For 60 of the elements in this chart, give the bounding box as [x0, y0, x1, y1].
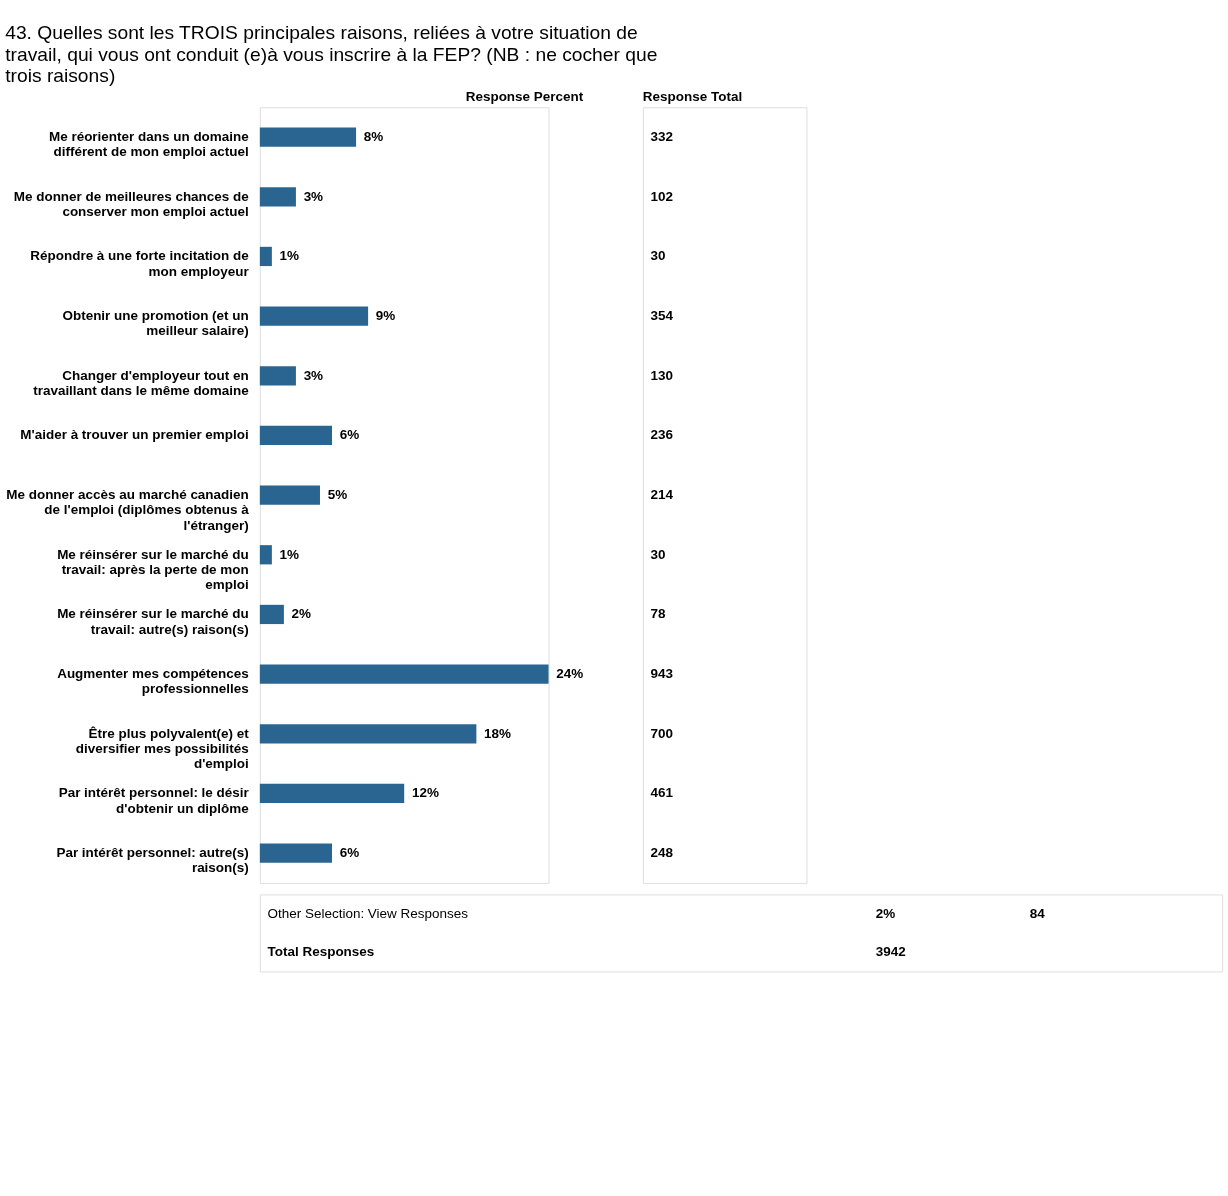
y-tick-label: Par intérêt personnel: le désir d'obtenir un diplôme: [58, 785, 250, 816]
bar: [259, 306, 369, 326]
data-label: 24%: [556, 665, 584, 681]
text: 236: [650, 427, 674, 443]
text: 78: [650, 606, 667, 622]
data-label: 2%: [291, 606, 312, 622]
text: 102: [650, 188, 674, 204]
y-tick-label: Me donner de meilleures chances de conserver mon emploi actuel: [13, 188, 250, 220]
chart-title: 43. Quelles sont les TROIS principales raisons, reliées à votre situation de travail, qui vous ont conduit (e)à vous inscrire à la FEP? (NB : ne cocher que trois raisons): [5, 22, 658, 86]
text: 332: [650, 128, 674, 144]
text: 248: [650, 844, 674, 860]
y-tick-label: Par intérêt personnel: autre(s) raison(s): [56, 844, 249, 876]
text: 2%: [875, 905, 896, 921]
text: 943: [650, 665, 674, 681]
y-tick-label: Me réorienter dans un domaine différent de mon emploi actuel: [48, 128, 250, 160]
data-label: 18%: [484, 725, 512, 741]
text: Total Responses: [267, 944, 375, 960]
bar: [259, 664, 549, 684]
bar: [259, 366, 296, 386]
y-tick-label: Augmenter mes compétences professionnelles: [57, 665, 249, 697]
bar: [259, 425, 333, 446]
bar: [259, 604, 284, 625]
text: 700: [650, 725, 674, 741]
text: 30: [650, 248, 666, 264]
y-tick-label: Obtenir une promotion (et un meilleur salaire): [62, 307, 249, 339]
bar: [259, 246, 272, 267]
text: 130: [650, 367, 674, 383]
data-label: 3%: [303, 367, 324, 383]
data-label: 12%: [411, 785, 439, 801]
text: 354: [650, 307, 674, 323]
text: 84: [1029, 905, 1046, 921]
bar: [259, 783, 405, 804]
text: Response Percent: [465, 88, 584, 104]
data-label: 6%: [339, 844, 360, 860]
text: Response Total: [642, 88, 743, 104]
bar: [259, 724, 477, 744]
y-tick-label: Me réinsérer sur le marché du travail: autre(s) raison(s): [57, 606, 249, 637]
bar: [259, 843, 333, 863]
data-label: 5%: [327, 486, 348, 502]
y-tick-label: M'aider à trouver un premier emploi: [20, 427, 249, 443]
data-label: 8%: [363, 128, 384, 144]
text: Other Selection: View Responses: [267, 905, 469, 921]
y-tick-label: Me donner accès au marché canadien de l'emploi (diplômes obtenus à l'étranger): [6, 486, 250, 533]
y-tick-label: Être plus polyvalent(e) et diversifier mes possibilités d'emploi: [75, 725, 250, 772]
text: 3942: [875, 944, 906, 960]
bar: [259, 187, 296, 207]
bar: [259, 545, 272, 565]
data-label: 6%: [339, 427, 360, 443]
text: 30: [650, 546, 666, 562]
bar: [259, 127, 357, 147]
y-tick-label: Me réinsérer sur le marché du travail: après la perte de mon emploi: [57, 546, 249, 593]
bar: [259, 485, 320, 505]
data-label: 9%: [375, 307, 396, 323]
text: 461: [650, 785, 674, 801]
y-tick-label: Changer d'employeur tout en travaillant dans le même domaine: [33, 367, 250, 399]
text: 214: [650, 486, 674, 502]
data-label: 1%: [279, 546, 300, 562]
data-label: 3%: [303, 188, 324, 204]
y-tick-label: Répondre à une forte incitation de mon employeur: [30, 248, 250, 279]
data-label: 1%: [279, 248, 300, 264]
